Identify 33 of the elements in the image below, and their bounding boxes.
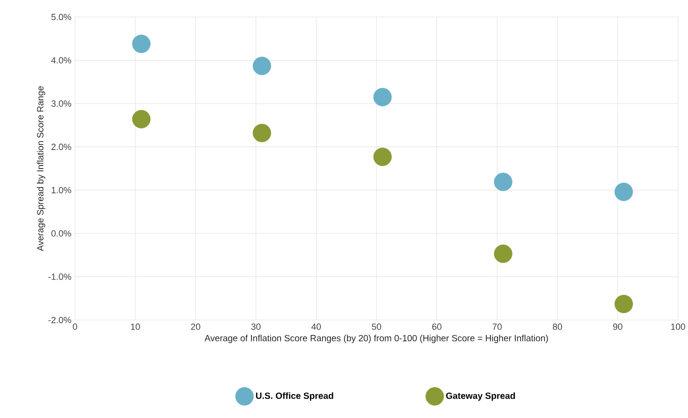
y-tick-label: 3.0% <box>51 100 72 107</box>
point <box>132 110 151 128</box>
y-tick-label: 5.0% <box>51 14 72 20</box>
legend-label: U.S. Office Spread <box>256 392 334 401</box>
point <box>614 182 633 202</box>
x-tick-label: 60 <box>432 324 442 330</box>
legend-label: Gateway Spread <box>446 392 515 401</box>
y-tick-label: -1.0% <box>48 274 72 280</box>
x-tick-label: 50 <box>372 324 382 330</box>
x-tick-label: 70 <box>492 324 502 330</box>
point <box>494 244 512 263</box>
point <box>373 88 392 106</box>
x-tick-label: 40 <box>311 324 321 330</box>
x-tick-label: 100 <box>671 324 686 330</box>
y-tick-label: -2.0% <box>48 316 72 324</box>
x-tick-label: 90 <box>613 324 622 330</box>
point <box>252 56 272 76</box>
x-tick-label: 20 <box>191 324 200 330</box>
y-tick-label: 4.0% <box>51 57 72 64</box>
point <box>132 34 151 54</box>
y-tick-label: 1.0% <box>52 186 72 194</box>
point <box>252 124 272 142</box>
x-axis-title: Average of Inflation Score Ranges (by 20) from 0-100 (Higher Score = Higher Inflation) <box>204 334 548 344</box>
point <box>373 148 392 166</box>
point <box>614 294 633 314</box>
y-tick-label: 2.0% <box>52 144 72 150</box>
x-tick-label: 80 <box>552 324 562 330</box>
x-tick-label: 10 <box>131 324 140 330</box>
x-tick-label: 30 <box>251 324 261 330</box>
point <box>494 172 512 192</box>
x-tick-label: 0 <box>72 324 78 330</box>
y-axis-title: Average Spread by Inflation Score Range <box>36 86 46 252</box>
y-tick-label: 0.0% <box>51 230 72 237</box>
